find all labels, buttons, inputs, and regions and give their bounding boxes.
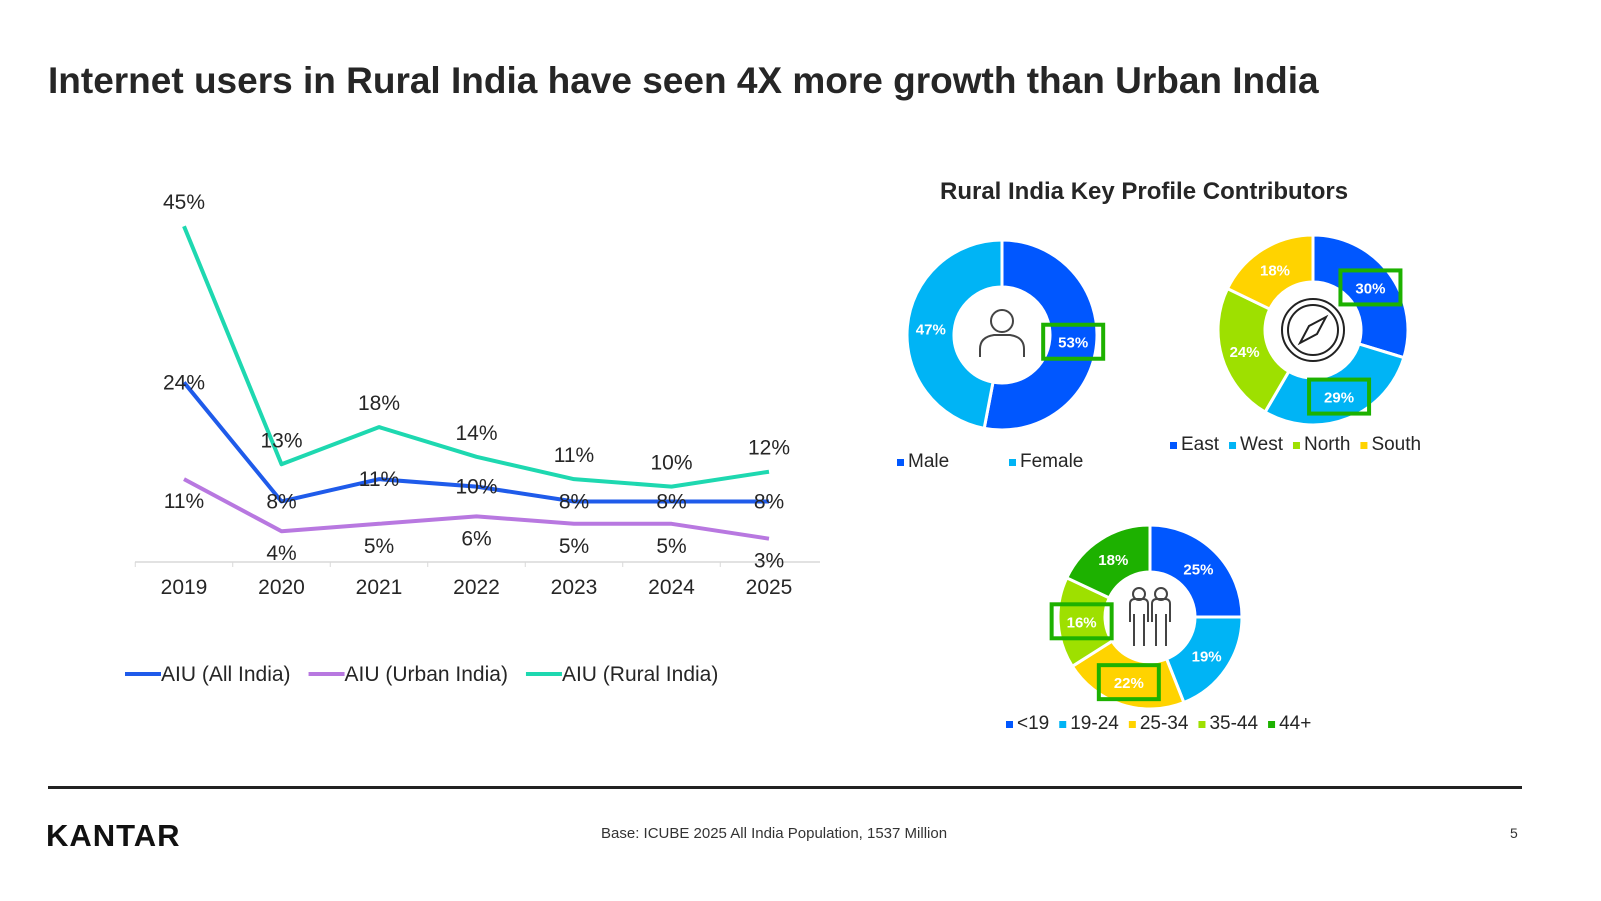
legend-label: 35-44 [1209, 713, 1258, 734]
data-label: 11% [164, 490, 204, 513]
x-tick-label: 2020 [258, 576, 305, 599]
series-line-1 [183, 477, 770, 541]
series-line-0 [182, 381, 769, 504]
slice-label: 18% [1260, 262, 1290, 279]
compass-needle [1297, 314, 1329, 346]
legend-label: South [1371, 434, 1421, 455]
legend-swatch [1009, 459, 1016, 466]
slice-label: 22% [1114, 675, 1144, 692]
slice-label: 25% [1183, 562, 1213, 579]
data-label: 5% [656, 535, 686, 558]
data-label: 3% [754, 550, 784, 573]
kantar-logo: KANTAR [46, 818, 181, 853]
donut-slice [1225, 233, 1315, 312]
donut-slice [905, 238, 1004, 431]
legend-swatch [1198, 721, 1206, 728]
legend-swatch [1128, 721, 1136, 728]
donut-slice [1216, 286, 1291, 415]
slice-label: 24% [1230, 344, 1260, 361]
data-label: 10% [650, 452, 692, 475]
data-label: 18% [358, 392, 400, 415]
data-label: 5% [364, 535, 394, 558]
x-tick-label: 2019 [161, 576, 208, 599]
highlight-box [1307, 377, 1372, 416]
legend-swatch [1229, 442, 1237, 449]
data-label: 8% [266, 490, 296, 513]
data-label: 11% [359, 468, 399, 491]
legend-label: 44+ [1279, 713, 1311, 734]
people-icon-body [1151, 598, 1171, 646]
x-tick-label: 2025 [746, 576, 793, 599]
slice-label: 47% [916, 321, 946, 338]
page-number: 5 [1510, 825, 1518, 841]
slice-label: 19% [1192, 649, 1222, 666]
slice-label: 16% [1067, 614, 1097, 631]
legend-label: AIU (Urban India) [345, 663, 508, 686]
legend-swatch [1292, 442, 1300, 449]
legend-swatch [1268, 721, 1276, 728]
data-label: 6% [461, 527, 491, 550]
legend-label: West [1240, 434, 1284, 455]
legend-swatch [897, 459, 904, 466]
donut-slice [1064, 523, 1152, 600]
data-label: 8% [656, 490, 686, 513]
highlight-box [1049, 602, 1114, 641]
legend-label: 19-24 [1070, 713, 1119, 734]
data-label: 12% [748, 437, 790, 460]
data-label: 45% [163, 191, 205, 214]
slice-label: 30% [1355, 280, 1385, 297]
compass-icon [1281, 298, 1345, 362]
x-tick-label: 2022 [453, 576, 500, 599]
data-label: 8% [559, 490, 589, 513]
highlight-box [1041, 322, 1106, 361]
slice-label: 18% [1098, 552, 1128, 569]
person-icon [990, 309, 1014, 333]
series-line-2 [182, 225, 770, 489]
legend-label: 25-34 [1140, 713, 1189, 734]
data-label: 13% [260, 429, 302, 452]
legend-swatch [1006, 721, 1013, 728]
legend-swatch [1170, 442, 1177, 449]
data-label: 11% [554, 444, 594, 467]
data-label: 10% [455, 476, 497, 499]
legend-label: North [1304, 434, 1350, 455]
legend-label: AIU (Rural India) [562, 663, 718, 686]
legend-label: AIU (All India) [161, 663, 291, 686]
x-tick-label: 2024 [648, 576, 695, 599]
highlight-box [1338, 268, 1403, 307]
donut-slice [1148, 523, 1244, 619]
legend-label: East [1181, 434, 1220, 455]
base-note: Base: ICUBE 2025 All India Population, 1… [601, 825, 948, 842]
legend-label: Female [1020, 451, 1083, 472]
data-label: 24% [163, 371, 205, 394]
highlight-box [1096, 663, 1161, 702]
data-label: 14% [455, 422, 497, 445]
data-label: 5% [559, 535, 589, 558]
data-label: 8% [754, 490, 784, 513]
footer-divider [48, 786, 1522, 789]
x-tick-label: 2023 [551, 576, 598, 599]
people-icon-body [1129, 598, 1149, 646]
slice-label: 53% [1058, 335, 1088, 352]
legend-swatch [1360, 442, 1368, 449]
slide-title: Internet users in Rural India have seen … [48, 60, 1319, 101]
donut-section-title: Rural India Key Profile Contributors [940, 178, 1349, 205]
legend-label: <19 [1017, 713, 1049, 734]
legend-label: Male [908, 451, 949, 472]
slice-label: 29% [1324, 390, 1354, 407]
data-label: 4% [266, 542, 296, 565]
x-tick-label: 2021 [356, 576, 403, 599]
compass-icon-inner [1287, 304, 1339, 356]
donut-slice [982, 238, 1099, 432]
person-icon-body [979, 334, 1025, 357]
legend-swatch [1059, 721, 1067, 728]
